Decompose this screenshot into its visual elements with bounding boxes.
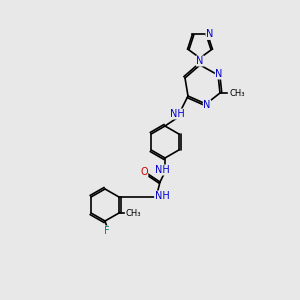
Text: CH₃: CH₃ (229, 88, 244, 98)
Text: N: N (196, 56, 204, 66)
Text: NH: NH (154, 165, 169, 175)
Text: NH: NH (169, 109, 184, 119)
Text: N: N (215, 69, 223, 79)
Text: NH: NH (154, 191, 169, 201)
Text: CH₃: CH₃ (125, 208, 141, 217)
Text: N: N (206, 29, 213, 40)
Text: F: F (104, 226, 110, 236)
Text: O: O (140, 167, 148, 177)
Text: N: N (203, 100, 211, 110)
